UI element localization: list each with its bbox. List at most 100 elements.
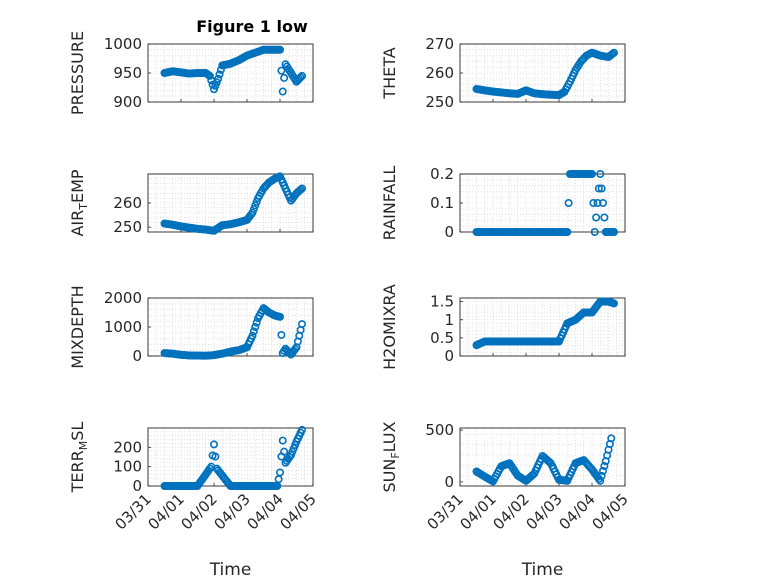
data-series	[160, 304, 306, 360]
data-point	[210, 440, 219, 449]
figure-title: Figure 1 low	[196, 17, 308, 36]
y-axis-label: PRESSURE	[68, 31, 87, 115]
y-tick-label: 0.5	[430, 329, 454, 347]
y-axis-label-subscript: T	[77, 203, 90, 211]
y-axis-label-subscript: F	[389, 452, 402, 458]
y-tick-label: 200	[113, 438, 142, 456]
data-point	[251, 201, 260, 210]
y-tick-label: 950	[113, 64, 142, 82]
data-point	[211, 452, 220, 461]
subplot-1: 900 950 1000 PRESSURE	[68, 31, 314, 115]
y-axis-label: RAINFALL	[380, 166, 399, 241]
axes-box	[459, 297, 626, 357]
y-axis-label-base: RAINFALL	[380, 166, 399, 241]
y-axis-label: TERRMSL	[68, 422, 90, 494]
data-point	[589, 199, 598, 208]
y-axis-label-rest: LUX	[380, 421, 399, 452]
data-point	[280, 73, 289, 82]
y-tick-label: 2000	[104, 289, 142, 307]
data-point	[600, 462, 609, 471]
x-axis-label: Time	[521, 560, 564, 580]
data-point	[278, 436, 287, 445]
data-point	[563, 228, 572, 237]
y-axis-label-base: H2OMIXRA	[380, 284, 399, 370]
data-point	[590, 228, 599, 237]
data-point	[251, 322, 260, 331]
subplot-2: 250 260 270 THETA	[380, 35, 626, 111]
y-axis-label-base: THETA	[380, 47, 399, 99]
data-point	[597, 184, 606, 193]
data-point	[297, 71, 306, 80]
y-tick-label: 1.5	[430, 293, 454, 311]
data-point	[597, 471, 606, 480]
data-point	[564, 199, 573, 208]
y-tick-label: 0	[444, 347, 454, 365]
y-axis-label-base: SUN	[380, 459, 399, 493]
subplot-3: 250 260 AIRTEMP	[68, 169, 314, 237]
y-tick-label: 1	[444, 311, 454, 329]
data-point	[596, 170, 605, 179]
data-point	[609, 228, 618, 237]
y-axis-label: THETA	[380, 47, 399, 99]
y-axis-label: H2OMIXRA	[380, 284, 399, 370]
y-axis-label: MIXDEPTH	[68, 285, 87, 368]
y-tick-label: 0	[444, 223, 454, 241]
data-point	[598, 199, 607, 208]
data-point	[215, 70, 224, 79]
data-point	[592, 213, 601, 222]
y-tick-label: 250	[425, 93, 454, 111]
y-axis-label: SUNFLUX	[380, 421, 402, 492]
y-tick-label: 260	[113, 194, 142, 212]
data-point	[609, 48, 618, 57]
y-tick-label: 1000	[104, 35, 142, 53]
data-point	[600, 213, 609, 222]
data-point	[280, 447, 289, 456]
data-point	[252, 318, 261, 327]
data-series	[160, 172, 306, 235]
subplot-4: 0 0.1 0.2 RAINFALL	[380, 165, 626, 241]
y-tick-label: 270	[425, 35, 454, 53]
y-tick-label: 100	[113, 458, 142, 476]
y-tick-label: 0	[444, 473, 454, 491]
y-tick-label: 260	[425, 64, 454, 82]
y-tick-label: 0	[132, 477, 142, 495]
data-point	[297, 320, 306, 329]
subplot-5: 0 1000 2000 MIXDEPTH	[68, 285, 314, 369]
data-point	[275, 312, 284, 321]
y-tick-label: 250	[113, 218, 142, 236]
data-point	[275, 45, 284, 54]
data-point	[593, 199, 602, 208]
data-point	[607, 434, 616, 443]
y-tick-label: 500	[425, 421, 454, 439]
y-tick-label: 1000	[104, 318, 142, 336]
data-series	[472, 434, 616, 486]
y-tick-label: 0.2	[430, 165, 454, 183]
y-axis-label-rest: SL	[68, 422, 87, 441]
data-point	[278, 87, 287, 96]
x-axis-label: Time	[209, 560, 252, 580]
data-point	[249, 205, 258, 214]
data-series	[472, 297, 618, 350]
y-tick-label: 0.1	[430, 194, 454, 212]
data-point	[594, 184, 603, 193]
data-point	[598, 466, 607, 475]
data-point	[608, 49, 617, 58]
data-point	[277, 330, 286, 339]
y-axis-label-base: PRESSURE	[68, 31, 87, 115]
y-axis-label-base: MIXDEPTH	[68, 285, 87, 368]
data-point	[248, 208, 257, 217]
y-axis-label-base: AIR	[68, 210, 87, 237]
data-point	[609, 299, 618, 308]
data-point	[248, 331, 257, 340]
y-tick-label: 0	[132, 347, 142, 365]
data-point	[596, 476, 605, 485]
data-series	[472, 170, 618, 237]
data-point	[296, 185, 305, 194]
y-axis-label: AIRTEMP	[68, 169, 90, 236]
data-series	[160, 425, 306, 490]
y-axis-label-subscript: M	[77, 441, 90, 451]
data-point	[214, 74, 223, 83]
